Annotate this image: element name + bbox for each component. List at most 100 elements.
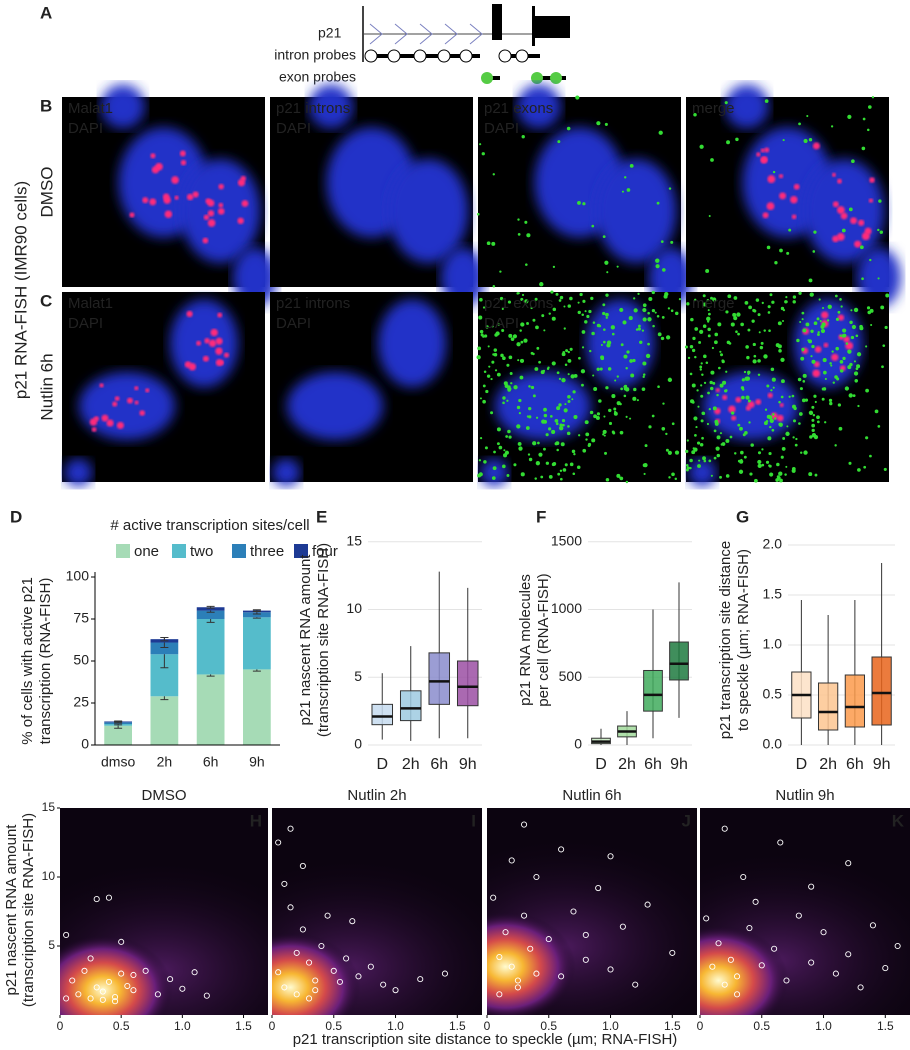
point [832,970,839,977]
rna-dot [616,265,619,268]
exon [533,16,570,38]
rna-dot [542,369,546,373]
point [63,931,70,939]
y-tick-label: 10 [42,869,56,883]
x-tick-label: 9h [459,756,477,773]
rna-dot [629,417,632,420]
rna-dot [768,329,771,332]
rna-dot [577,200,581,205]
rna-dot [499,270,502,273]
rna-dot [535,461,541,466]
point [287,825,294,832]
rna-dot [582,448,587,453]
rna-dot [710,158,714,162]
point [845,860,852,867]
rna-dot [530,306,533,310]
rna-dot [483,460,487,464]
speckle [203,214,210,221]
rna-dot [508,333,513,338]
rna-dot [479,329,484,334]
point [87,995,94,1002]
rna-dot [735,137,739,142]
rna-dot [684,345,688,349]
point [112,994,119,1001]
rna-dot [572,390,576,394]
rna-dot [774,261,778,265]
rna-dot [534,297,538,301]
rna-dot [733,316,738,321]
rna-dot [493,450,496,454]
speckle [735,396,742,403]
rna-dot [852,394,856,398]
speckle [831,353,839,361]
panel-title: DMSO [142,787,187,804]
rna-dot [543,447,546,451]
rna-dot [753,354,757,358]
rna-dot [702,456,706,461]
speckle [840,212,848,220]
rna-dot [748,421,751,424]
rna-dot [778,422,782,426]
rna-dot [874,409,879,414]
point [527,945,534,952]
speckle [821,311,829,319]
rna-dot [856,352,862,357]
rna-dot [782,139,785,142]
rna-dot [716,435,721,440]
rna-dot [772,170,776,174]
rna-dot [512,334,518,339]
rna-dot [502,356,506,361]
rna-dot [567,358,572,363]
rna-dot [818,298,821,301]
rna-dot [487,345,490,348]
rna-dot [638,324,641,328]
bar-segment [196,674,225,745]
point [545,936,552,943]
rna-dot [490,411,494,415]
legend-label: two [190,543,213,560]
y-axis-label: to speckle (µm; RNA-FISH) [735,549,752,731]
rna-dot [521,293,525,297]
rna-dot [703,381,707,385]
rna-dot [745,345,749,349]
bar-segment [104,725,132,745]
speckle [93,416,99,422]
point [752,898,759,905]
rna-dot [832,381,835,384]
rna-dot [779,478,783,483]
micrograph: p21 exons DAPI [476,290,682,487]
rna-dot [642,303,647,308]
speckle [861,232,870,241]
point [142,967,149,974]
point [570,908,577,915]
speckle [755,398,762,405]
rna-dot [571,398,574,401]
speckle [207,199,215,207]
rna-dot [810,329,814,333]
speckle [215,347,223,355]
point [324,912,331,919]
rna-dot [859,245,864,250]
plot-area [700,808,910,1015]
rna-dot [746,355,750,360]
point [105,978,112,985]
rna-dot [778,349,782,353]
rna-dot [548,427,552,431]
rna-dot [602,429,607,434]
speckle [171,176,179,184]
x-tick-label: 1.0 [387,1019,404,1033]
rna-dot [848,393,853,398]
rna-dot [757,451,762,455]
rna-dot [620,387,624,391]
rna-dot [623,176,627,179]
row-condition: Nutlin 6h [37,353,56,420]
rna-dot [503,449,506,452]
rna-dot [584,420,589,425]
point [644,901,651,908]
speckle [837,178,842,184]
error-bar [114,720,123,723]
point [734,991,741,998]
rna-dot [792,404,796,409]
speckle [762,212,769,219]
rna-dot [715,446,720,451]
